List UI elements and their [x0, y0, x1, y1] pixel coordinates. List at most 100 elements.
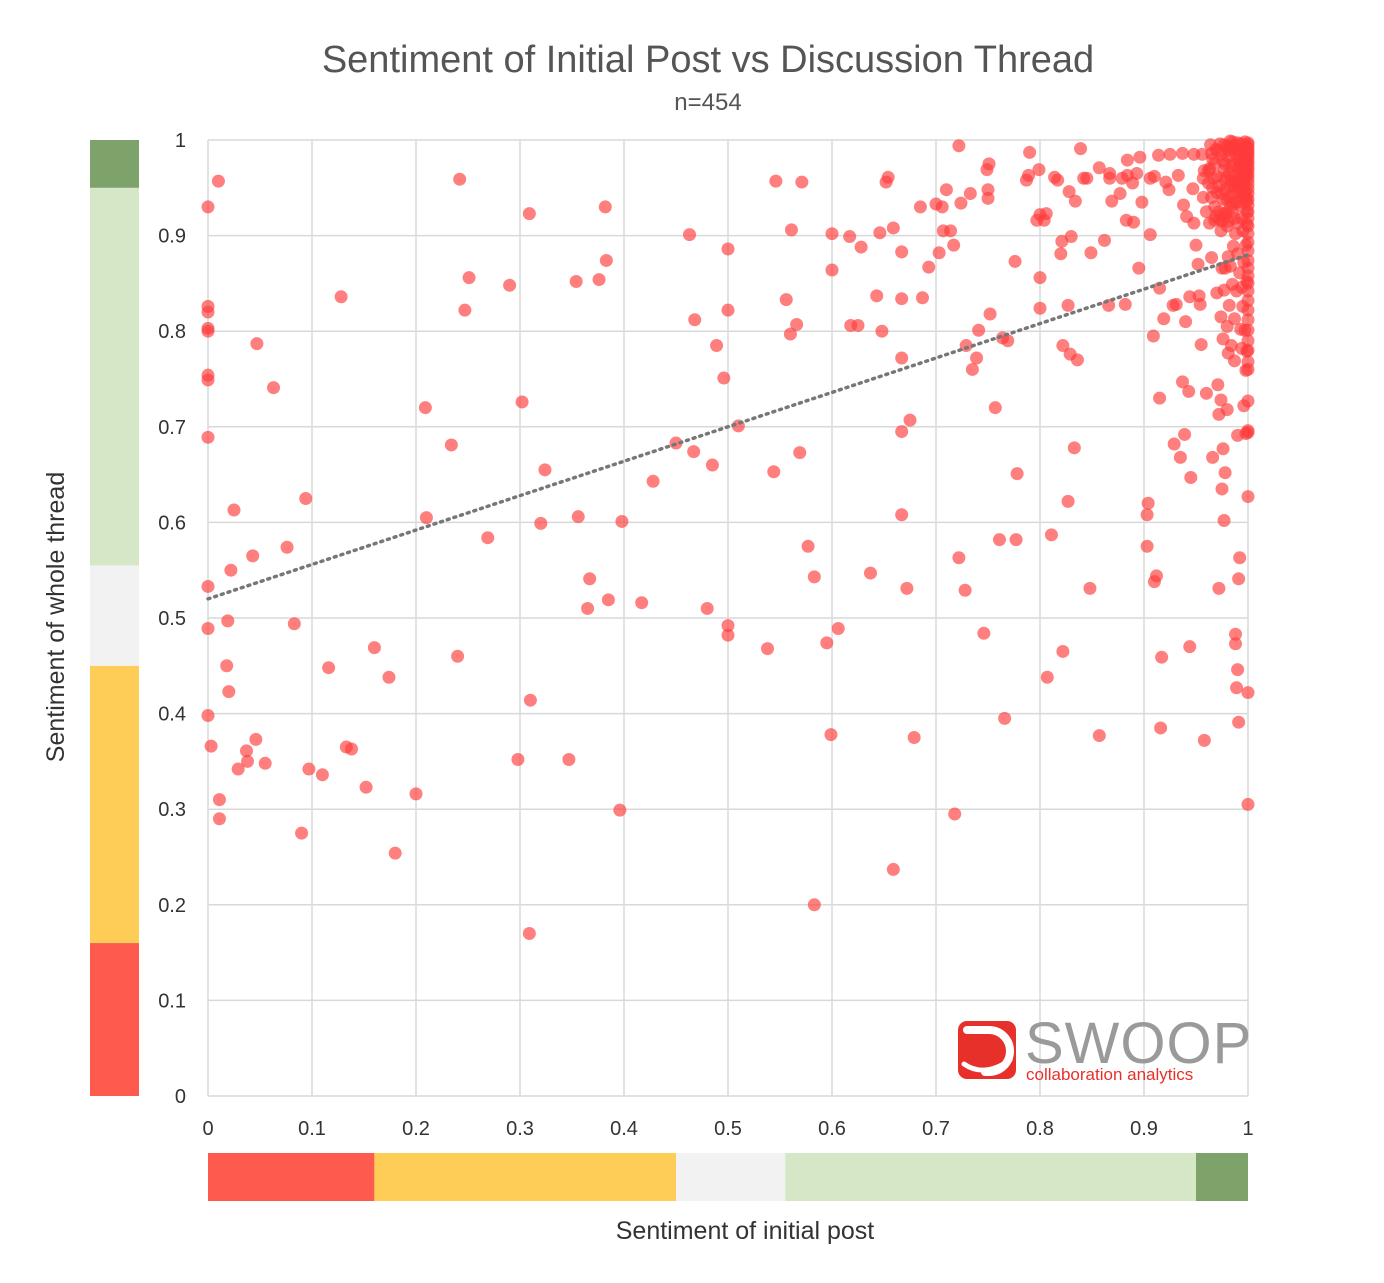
- data-point: [998, 711, 1012, 725]
- data-point: [241, 754, 255, 768]
- data-point: [970, 351, 984, 365]
- data-point: [534, 516, 548, 530]
- data-point: [954, 196, 968, 210]
- data-point: [1064, 230, 1078, 244]
- data-point: [1216, 154, 1230, 168]
- data-point: [1241, 294, 1255, 308]
- data-point: [1140, 539, 1154, 553]
- y-band-segment: [90, 565, 139, 666]
- data-point: [511, 752, 525, 766]
- data-point: [895, 425, 909, 439]
- data-point: [790, 318, 804, 332]
- data-point: [211, 174, 225, 188]
- data-point: [201, 579, 215, 593]
- data-point: [1189, 238, 1203, 252]
- data-point: [1210, 186, 1224, 200]
- data-point: [1215, 482, 1229, 496]
- y-tick-label: 1: [175, 130, 186, 152]
- data-point: [1067, 441, 1081, 455]
- x-sentiment-band: [208, 1153, 1248, 1201]
- data-point: [1143, 228, 1157, 242]
- data-point: [315, 768, 329, 782]
- data-point: [1206, 450, 1220, 464]
- data-point: [201, 430, 215, 444]
- data-point: [1214, 393, 1228, 407]
- data-point: [1051, 173, 1065, 187]
- data-point: [1239, 162, 1253, 176]
- data-point: [1135, 195, 1149, 209]
- data-point: [418, 401, 432, 415]
- data-point: [1212, 581, 1226, 595]
- data-point: [1217, 513, 1231, 527]
- data-point: [451, 649, 465, 663]
- data-point: [1092, 161, 1106, 175]
- data-point: [873, 226, 887, 240]
- data-point: [1229, 227, 1243, 241]
- data-point: [824, 728, 838, 742]
- y-tick-label: 0.9: [158, 226, 186, 248]
- y-tick-label: 0.6: [158, 512, 186, 534]
- data-point: [1040, 670, 1054, 684]
- data-point: [1203, 162, 1217, 176]
- data-point: [1083, 581, 1097, 595]
- data-point: [1226, 186, 1240, 200]
- data-point: [721, 303, 735, 317]
- data-point: [334, 290, 348, 304]
- data-point: [1153, 391, 1167, 405]
- data-point: [825, 227, 839, 241]
- data-point: [227, 503, 241, 517]
- data-point: [613, 803, 627, 817]
- data-point: [1232, 715, 1246, 729]
- x-band-segment: [1196, 1153, 1248, 1201]
- data-point: [1241, 323, 1255, 337]
- data-point: [592, 273, 606, 287]
- data-point: [201, 305, 215, 319]
- data-point: [250, 337, 264, 351]
- data-point: [322, 661, 336, 675]
- data-point: [1127, 215, 1141, 229]
- data-point: [1062, 185, 1076, 199]
- y-tick-label: 0.8: [158, 321, 186, 343]
- data-point: [1231, 663, 1245, 677]
- data-point: [1009, 533, 1023, 547]
- data-point: [1044, 528, 1058, 542]
- data-point: [569, 274, 583, 288]
- x-band-segment: [676, 1153, 786, 1201]
- data-point: [982, 157, 996, 171]
- data-point: [1171, 168, 1185, 182]
- data-point: [981, 191, 995, 205]
- data-point: [922, 260, 936, 274]
- data-point: [1186, 182, 1200, 196]
- data-point: [895, 351, 909, 365]
- y-tick-labels: 0 0.1 0.2 0.3 0.4 0.5 0.6 0.7 0.8 0.9 1: [158, 130, 186, 1108]
- y-tick-label: 0.4: [158, 704, 186, 726]
- data-point: [1149, 569, 1163, 583]
- data-point: [1154, 721, 1168, 735]
- x-tick-label: 1: [1242, 1118, 1253, 1140]
- data-point: [952, 551, 966, 565]
- data-point: [220, 659, 234, 673]
- y-axis-label: Sentiment of whole thread: [42, 472, 70, 762]
- data-point: [1183, 640, 1197, 654]
- data-point: [784, 223, 798, 237]
- x-band-segment: [374, 1153, 676, 1201]
- data-point: [1227, 354, 1241, 368]
- data-point: [1105, 194, 1119, 208]
- data-point: [1061, 298, 1075, 312]
- data-point: [958, 583, 972, 597]
- data-point: [952, 139, 966, 153]
- x-tick-label: 0.9: [1130, 1118, 1158, 1140]
- data-point: [581, 601, 595, 615]
- data-point: [1103, 171, 1117, 185]
- x-tick-label: 0.8: [1026, 1118, 1054, 1140]
- data-point: [1080, 171, 1094, 185]
- data-point: [1022, 168, 1036, 182]
- data-point: [1173, 450, 1187, 464]
- data-point: [1214, 224, 1228, 238]
- y-tick-label: 0.2: [158, 895, 186, 917]
- data-point: [1033, 271, 1047, 285]
- data-point: [481, 531, 495, 545]
- data-point: [231, 762, 245, 776]
- data-point: [1092, 729, 1106, 743]
- data-point: [239, 744, 253, 758]
